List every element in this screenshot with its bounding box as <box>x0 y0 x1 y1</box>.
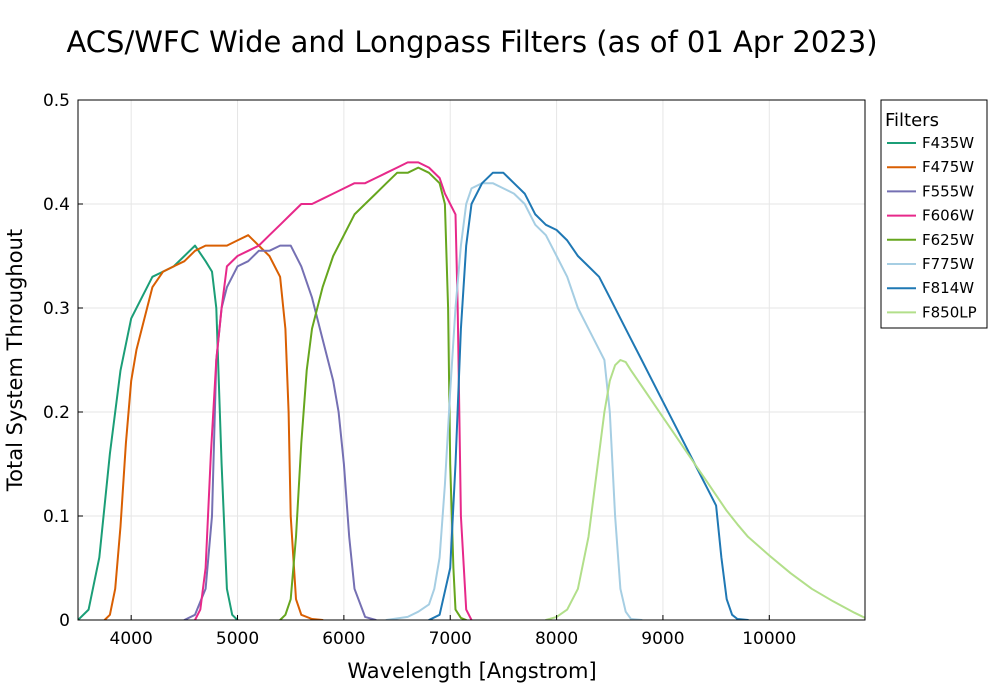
legend-item-f475w: F475W <box>887 158 974 176</box>
legend-label: F775W <box>922 255 974 273</box>
legend-label: F625W <box>922 231 974 249</box>
grid-layer <box>78 100 865 620</box>
series-line-f625w <box>279 166 468 620</box>
y-axis-label: Total System Throughout <box>3 229 27 492</box>
y-tick-label: 0.4 <box>43 195 70 215</box>
legend-title: Filters <box>885 110 939 131</box>
tick-layer: 4000 5000 6000 7000 8000 9000 10000 0 0.1 0.2 0.3 0… <box>43 91 796 649</box>
x-tick-label: 8000 <box>535 629 578 649</box>
legend-label: F555W <box>922 182 974 200</box>
legend: Filters F435W F475W F555W F606W F625W F775W F8… <box>880 99 988 329</box>
y-tick-label: 0.1 <box>43 507 70 527</box>
legend-items: F435W F475W F555W F606W F625W F775W F814W F850L… <box>887 134 977 321</box>
legend-label: F435W <box>922 134 974 152</box>
series-line-f606w <box>194 161 473 620</box>
legend-item-f435w: F435W <box>887 134 974 152</box>
x-tick-label: 9000 <box>641 629 684 649</box>
y-tick-label: 0.3 <box>43 299 70 319</box>
y-tick-label: 0.2 <box>43 403 70 423</box>
series-line-f775w <box>385 182 643 620</box>
legend-box <box>880 99 988 329</box>
x-axis-label: Wavelength [Angstrom] <box>347 659 596 683</box>
plot-frame <box>77 99 866 621</box>
x-tick-label: 5000 <box>216 629 259 649</box>
legend-label: F850LP <box>922 303 977 321</box>
legend-label: F475W <box>922 158 974 176</box>
x-tick-label: 7000 <box>429 629 472 649</box>
chart-title: ACS/WFC Wide and Longpass Filters (as of… <box>66 25 877 59</box>
y-tick-label: 0 <box>59 611 70 631</box>
series-line-f850lp <box>544 359 865 620</box>
legend-label: F606W <box>922 207 974 225</box>
series-layer <box>78 161 865 620</box>
x-tick-label: 10000 <box>742 629 796 649</box>
legend-item-f814w: F814W <box>887 279 974 297</box>
legend-item-f625w: F625W <box>887 231 974 249</box>
legend-label: F814W <box>922 279 974 297</box>
legend-item-f850lp: F850LP <box>887 303 977 321</box>
y-tick-label: 0.5 <box>43 91 70 111</box>
series-line-f814w <box>428 171 749 620</box>
x-tick-label: 4000 <box>110 629 153 649</box>
legend-item-f775w: F775W <box>887 255 974 273</box>
x-tick-label: 6000 <box>322 629 365 649</box>
legend-item-f606w: F606W <box>887 207 974 225</box>
legend-item-f555w: F555W <box>887 182 974 200</box>
series-line-f555w <box>183 244 377 620</box>
series-line-f475w <box>103 234 324 620</box>
